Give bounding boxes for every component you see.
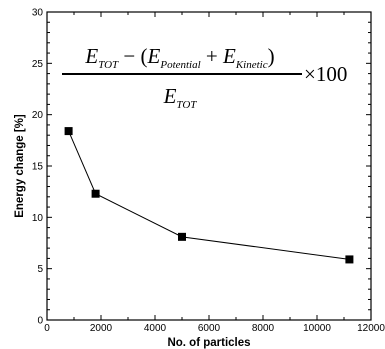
data-point-marker: [178, 232, 186, 241]
y-tick-label: 20: [32, 110, 44, 121]
x-tick-label: 4000: [144, 323, 167, 334]
x-tick-label: 6000: [198, 323, 221, 334]
num-plus: +: [200, 44, 224, 68]
num-close: ): [267, 44, 275, 68]
x-tick-label: 10000: [303, 323, 331, 334]
den-sub: TOT: [176, 99, 197, 112]
x-tick-label: 12000: [357, 323, 385, 334]
series-group: [64, 127, 354, 264]
data-point-marker: [345, 255, 354, 264]
formula-numerator: ETOT − (EPotential + EKinetic): [58, 44, 302, 71]
num-term2: E: [223, 44, 236, 68]
num-lead-sub: TOT: [98, 59, 119, 72]
x-axis-title: No. of particles: [167, 337, 250, 349]
data-point-marker: [64, 127, 73, 136]
series-line: [68, 130, 350, 260]
x-axis-ticks: 0 2000 4000 6000 8000 10000 12000: [44, 12, 385, 334]
y-tick-label: 10: [32, 213, 44, 224]
formula-multiplier: ×100: [304, 62, 348, 86]
den-e: E: [163, 84, 177, 108]
num-term1-sub: Potential: [160, 59, 201, 72]
num-term2-sub: Kinetic: [235, 59, 268, 72]
y-tick-label: 30: [32, 8, 44, 19]
x-tick-label: 2000: [90, 323, 113, 334]
num-term1: E: [147, 44, 161, 68]
formula-denominator: ETOT: [58, 84, 302, 111]
fraction-bar: [62, 73, 302, 75]
y-tick-label: 25: [32, 59, 44, 70]
data-point-marker: [91, 189, 100, 198]
y-axis-title: Energy change [%]: [14, 114, 26, 218]
y-tick-label: 5: [37, 264, 43, 275]
x-tick-label: 8000: [252, 323, 275, 334]
y-tick-label: 0: [37, 316, 43, 327]
num-lead: E: [85, 44, 99, 68]
x-tick-label: 0: [44, 323, 50, 334]
y-axis-ticks: 0 5 10 15 20 25 30: [32, 8, 371, 327]
formula-annotation: ETOT − (EPotential + EKinetic) ETOT ×100: [58, 38, 378, 128]
y-tick-label: 15: [32, 162, 44, 173]
num-minus: − (: [118, 44, 148, 68]
